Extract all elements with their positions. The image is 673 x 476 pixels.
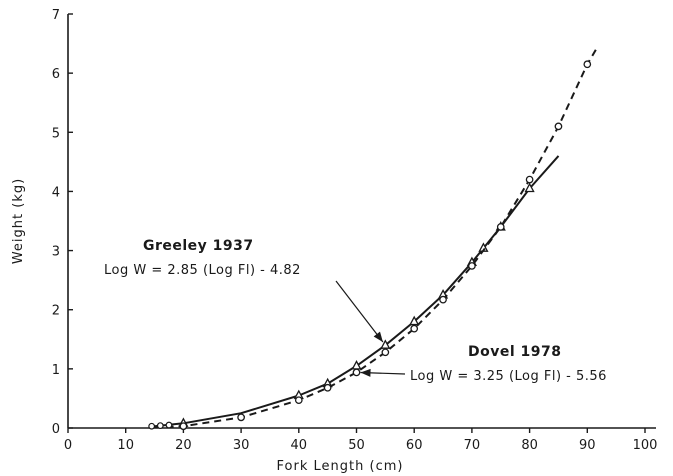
chart-axes xyxy=(67,14,656,429)
data-point-circle xyxy=(156,422,164,430)
y-tick-label: 7 xyxy=(52,8,60,23)
data-point-circle xyxy=(237,413,245,422)
x-tick-label: 0 xyxy=(64,438,72,453)
dovel-label: Dovel 1978 xyxy=(468,344,562,360)
data-point-triangle xyxy=(351,360,362,370)
x-tick-label: 30 xyxy=(233,438,250,453)
data-point-triangle xyxy=(380,339,391,349)
y-tick-label: 5 xyxy=(52,126,60,141)
y-axis-title: Weight (kg) xyxy=(11,178,26,264)
series-layer xyxy=(148,48,597,431)
data-point-circle xyxy=(165,421,173,429)
y-ticks: 0 1 2 3 4 5 6 7 xyxy=(52,8,73,437)
data-point-circle xyxy=(381,348,390,357)
data-point-circle xyxy=(323,383,332,392)
data-point-circle xyxy=(583,60,592,69)
greeley-leader-line xyxy=(335,280,384,343)
x-tick-label: 40 xyxy=(291,438,308,453)
y-tick-label: 4 xyxy=(52,185,60,200)
data-point-circle xyxy=(554,122,563,131)
data-point-circle xyxy=(179,422,188,431)
x-ticks: 0 10 20 30 40 50 60 70 80 90 100 xyxy=(64,428,658,453)
greeley-equation: Log W = 2.85 (Log Fl) - 4.82 xyxy=(104,263,301,278)
y-tick-label: 3 xyxy=(52,245,60,260)
x-tick-label: 80 xyxy=(521,438,538,453)
dovel-equation: Log W = 3.25 (Log Fl) - 5.56 xyxy=(410,369,607,384)
y-tick-label: 2 xyxy=(52,304,60,319)
series-line-greeley xyxy=(154,155,560,428)
greeley-arrowhead xyxy=(373,331,383,343)
annotation-greeley: Greeley 1937 Log W = 2.85 (Log Fl) - 4.8… xyxy=(104,238,384,343)
data-point-circle xyxy=(352,368,361,377)
data-point-triangle xyxy=(524,182,535,193)
x-axis-title: Fork Length (cm) xyxy=(277,459,404,474)
y-tick-label: 0 xyxy=(52,422,60,437)
data-point-circle xyxy=(525,175,534,184)
dovel-arrowhead xyxy=(360,368,371,377)
y-tick-label: 6 xyxy=(52,67,60,82)
data-point-circle xyxy=(468,262,476,270)
data-point-circle xyxy=(294,396,303,405)
greeley-label: Greeley 1937 xyxy=(143,238,254,254)
data-point-circle xyxy=(410,324,419,333)
data-point-circle xyxy=(148,422,156,430)
x-tick-label: 10 xyxy=(117,438,134,453)
x-tick-label: 20 xyxy=(175,438,192,453)
data-point-circle xyxy=(496,223,505,231)
annotation-dovel: Dovel 1978 Log W = 3.25 (Log Fl) - 5.56 xyxy=(360,344,606,384)
x-tick-label: 60 xyxy=(406,438,423,453)
x-tick-label: 100 xyxy=(633,438,658,453)
x-tick-label: 70 xyxy=(464,438,481,453)
data-point-circle xyxy=(439,295,447,304)
data-point-triangle xyxy=(409,315,420,326)
y-tick-label: 1 xyxy=(52,363,60,378)
x-tick-label: 90 xyxy=(579,438,596,453)
x-tick-label: 50 xyxy=(348,438,365,453)
